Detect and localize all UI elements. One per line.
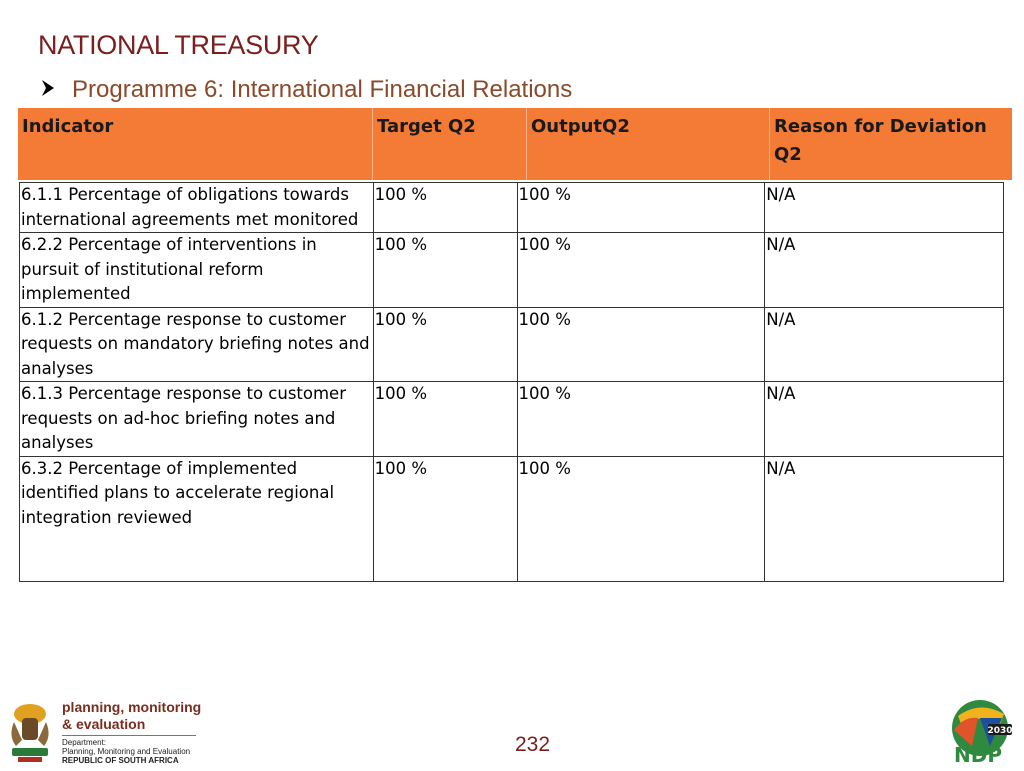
dept-line-3: REPUBLIC OF SOUTH AFRICA: [62, 756, 179, 765]
output-cell: 100 %: [516, 306, 766, 382]
table-row: 6.1.1 Percentage of obligations towards …: [19, 182, 1004, 233]
output-cell: 100 %: [516, 455, 766, 582]
ndp-label: NDP: [954, 743, 1002, 766]
reason-cell: N/A: [764, 455, 1004, 582]
output-cell: 100 %: [516, 232, 766, 308]
subtitle-text: Programme 6: International Financial Rel…: [72, 76, 573, 103]
arrow-bullet-icon: [40, 79, 60, 102]
target-cell: 100 %: [372, 455, 518, 582]
department-text: Department: Planning, Monitoring and Eva…: [62, 738, 190, 765]
output-cell: 100 %: [516, 182, 766, 233]
reason-cell: N/A: [764, 232, 1004, 308]
ndp-year: 2030: [987, 726, 1012, 736]
target-cell: 100 %: [372, 381, 518, 457]
target-cell: 100 %: [372, 306, 518, 382]
table-row: 6.2.2 Percentage of interventions in pur…: [19, 232, 1004, 308]
reason-cell: N/A: [764, 381, 1004, 457]
indicator-cell: 6.1.1 Percentage of obligations towards …: [19, 182, 374, 233]
slide-subtitle: Programme 6: International Financial Rel…: [40, 76, 572, 104]
indicator-cell: 6.2.2 Percentage of interventions in pur…: [19, 232, 374, 308]
reason-cell: N/A: [764, 182, 1004, 233]
header-indicator: Indicator: [18, 108, 373, 180]
table-row: 6.1.2 Percentage response to customer re…: [19, 306, 1004, 382]
indicator-cell: 6.1.2 Percentage response to customer re…: [19, 306, 374, 382]
indicator-cell: 6.3.2 Percentage of implemented identifi…: [19, 455, 374, 582]
slide-title: NATIONAL TREASURY: [38, 30, 319, 60]
table-row: 6.1.3 Percentage response to customer re…: [19, 381, 1004, 457]
reason-cell: N/A: [764, 306, 1004, 382]
output-cell: 100 %: [516, 381, 766, 457]
target-cell: 100 %: [372, 182, 518, 233]
indicator-cell: 6.1.3 Percentage response to customer re…: [19, 381, 374, 457]
coat-of-arms-icon: [4, 700, 56, 769]
pme-line-2: & evaluation: [62, 716, 146, 732]
header-reason-deviation: Reason for Deviation Q2: [774, 116, 987, 165]
pme-line-1: planning, monitoring: [62, 699, 202, 715]
table-header: Indicator Target Q2 OutputQ2 Reason for …: [18, 108, 1012, 180]
indicator-table: 6.1.1 Percentage of obligations towards …: [19, 182, 1004, 582]
page-number: 232: [515, 733, 551, 756]
target-cell: 100 %: [372, 232, 518, 308]
dept-line-2: Planning, Monitoring and Evaluation: [62, 747, 191, 756]
footer-divider: [62, 735, 196, 736]
dept-line-1: Department:: [62, 738, 107, 747]
table-row: 6.3.2 Percentage of implemented identifi…: [19, 455, 1004, 582]
pme-brand-text: planning, monitoring & evaluation: [62, 699, 201, 733]
header-output-q2: OutputQ2: [527, 108, 770, 180]
header-target-q2: Target Q2: [373, 108, 527, 180]
ndp-logo-icon: 2030 NDP: [944, 696, 1016, 767]
